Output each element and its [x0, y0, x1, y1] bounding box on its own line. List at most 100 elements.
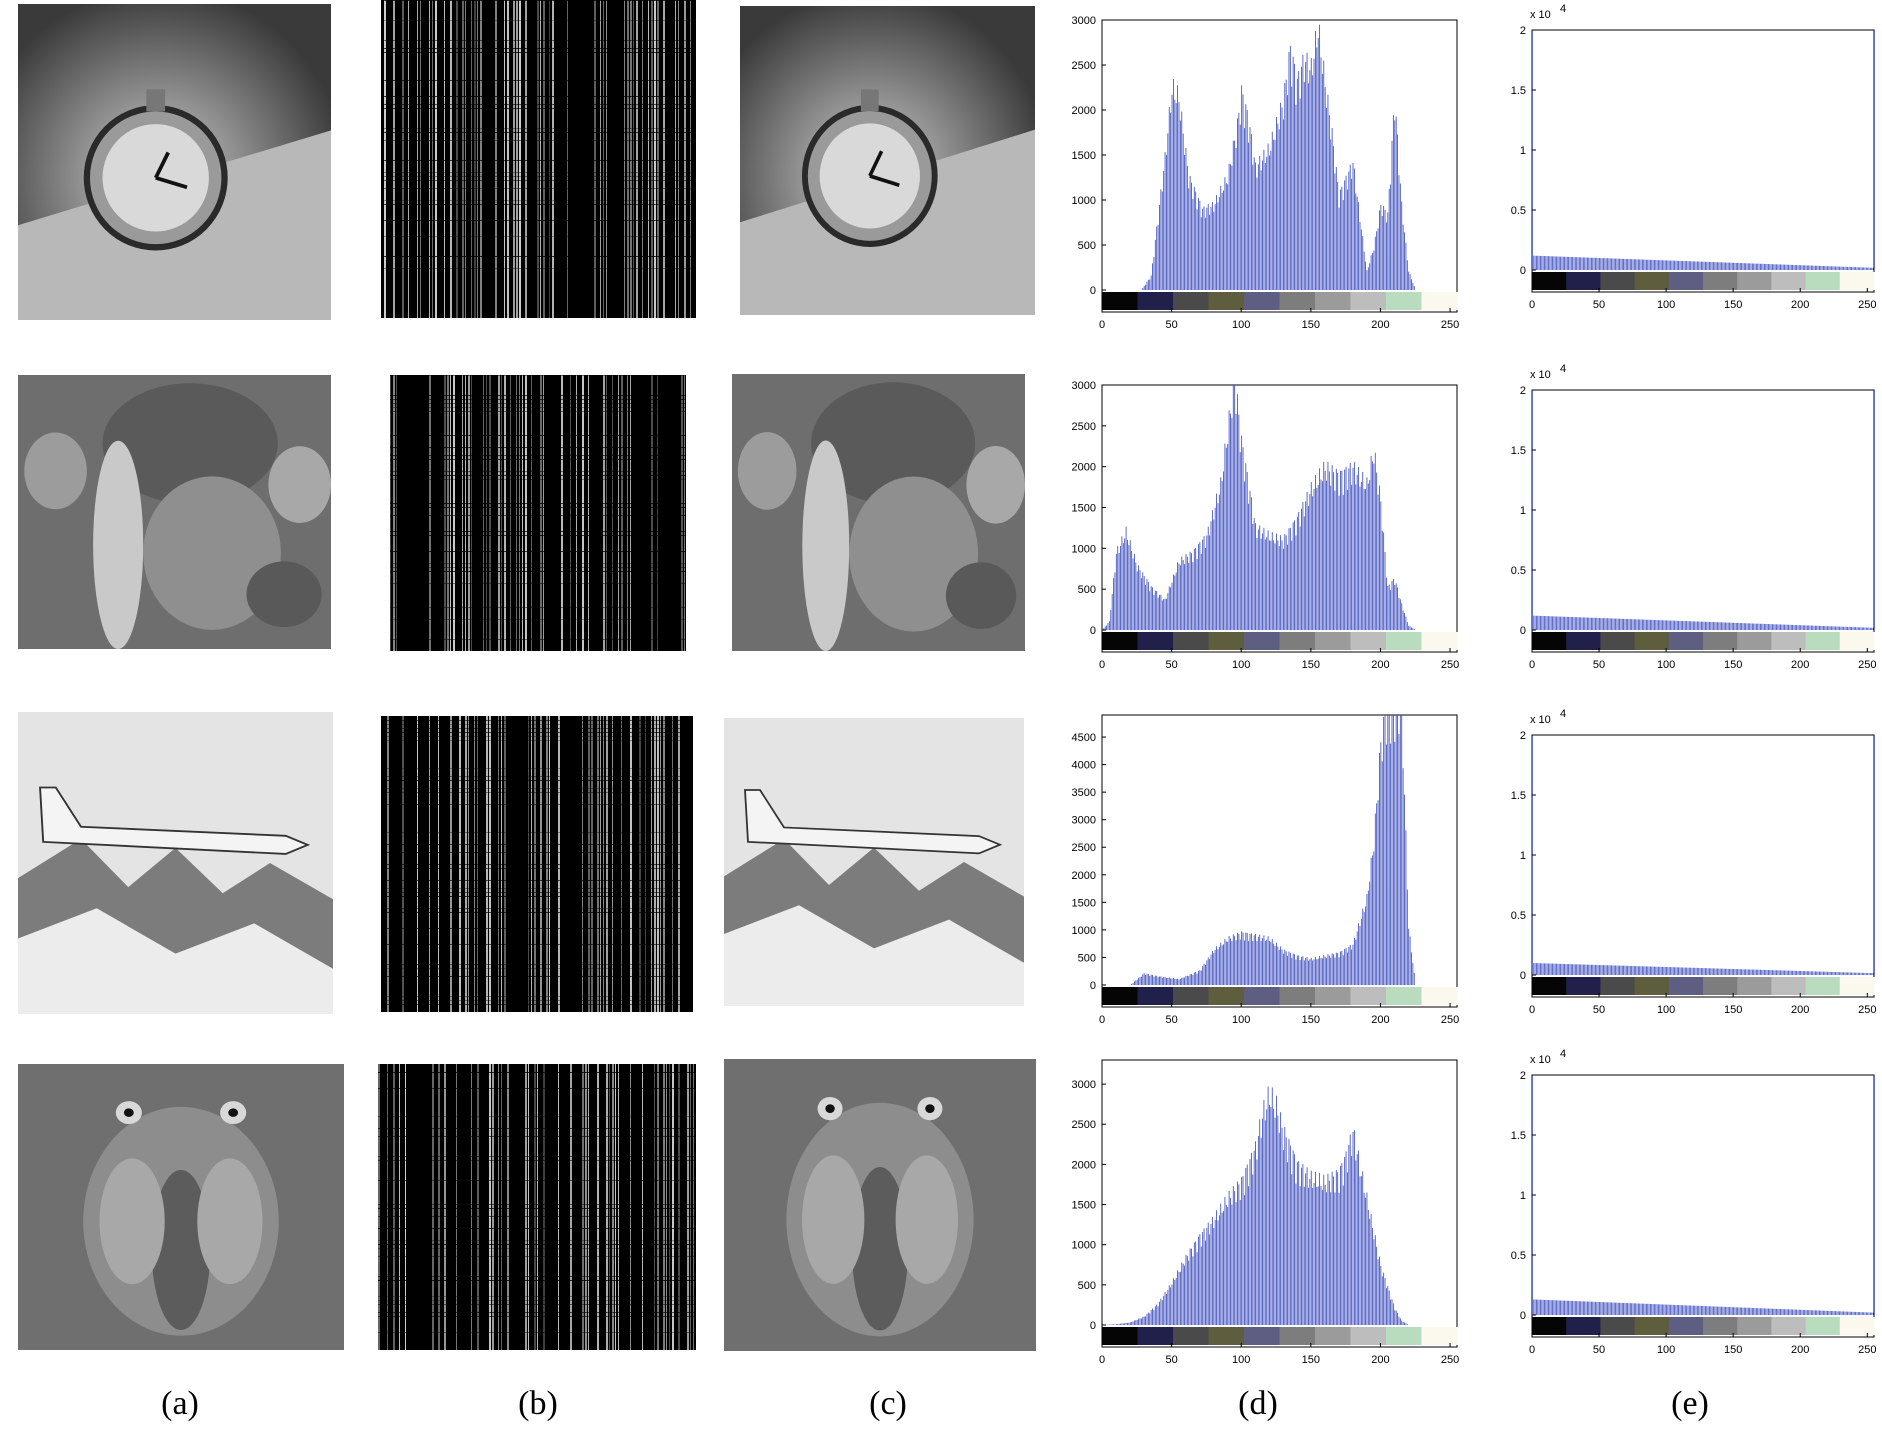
bar-106 — [1674, 260, 1675, 270]
colorbar-segment — [1279, 292, 1316, 310]
bar-25 — [1565, 1300, 1567, 1315]
bar-201 — [1381, 215, 1383, 290]
bar-178 — [1770, 970, 1772, 975]
bar-9 — [1544, 963, 1545, 975]
bar-117 — [1688, 621, 1690, 630]
bar-55 — [1178, 563, 1180, 630]
bar-251 — [1868, 973, 1870, 975]
bar-44 — [1163, 977, 1165, 985]
bar-139 — [1295, 1183, 1297, 1325]
bar-106 — [1249, 1159, 1251, 1325]
bar-104 — [1671, 1304, 1673, 1315]
bar-120 — [1269, 941, 1270, 985]
colorbar-segment — [1244, 1327, 1280, 1345]
bar-28 — [1569, 256, 1571, 270]
bar-221 — [1828, 626, 1830, 630]
bar-143 — [1723, 262, 1725, 270]
bar-140 — [1719, 968, 1721, 975]
bar-181 — [1353, 938, 1355, 985]
bar-57 — [1608, 965, 1610, 975]
bar-165 — [1753, 969, 1755, 975]
bar-247 — [1863, 627, 1865, 630]
bar-249 — [1865, 972, 1867, 975]
bar-62 — [1188, 563, 1190, 630]
bar-24 — [1564, 256, 1565, 270]
bar-120 — [1269, 155, 1270, 290]
bar-198 — [1797, 1309, 1799, 1315]
bar-30 — [1572, 617, 1574, 630]
bar-125 — [1276, 533, 1277, 630]
bar-103 — [1245, 932, 1247, 985]
bar-234 — [1845, 266, 1847, 270]
bar-149 — [1731, 262, 1733, 270]
bar-89 — [1225, 183, 1227, 290]
x-tick-label: 0 — [1529, 1004, 1535, 1016]
bar-38 — [1154, 590, 1156, 630]
colorbar-segment — [1668, 977, 1704, 995]
bar-99 — [1239, 124, 1241, 290]
bar-196 — [1374, 452, 1376, 630]
bar-160 — [1746, 623, 1748, 630]
bar-40 — [1157, 1306, 1159, 1325]
bar-160 — [1324, 87, 1326, 290]
bar-30 — [1572, 1300, 1574, 1315]
x-tick-label: 250 — [1441, 1354, 1459, 1366]
bar-118 — [1266, 1109, 1268, 1325]
bar-67 — [1195, 1241, 1197, 1325]
y-tick-label: 1000 — [1072, 543, 1096, 555]
bar-143 — [1723, 622, 1725, 630]
x-tick-label: 0 — [1099, 1014, 1105, 1026]
bar-193 — [1790, 624, 1792, 630]
bar-31 — [1573, 617, 1575, 630]
bar-91 — [1654, 259, 1655, 270]
bar-25 — [1136, 1320, 1138, 1325]
bar-106 — [1674, 1304, 1675, 1315]
bar-29 — [1142, 287, 1144, 290]
bar-71 — [1627, 1303, 1629, 1315]
colorbar-segment — [1532, 977, 1567, 995]
bar-154 — [1738, 622, 1740, 630]
histogram-bars — [1142, 24, 1415, 291]
bar-155 — [1739, 263, 1741, 270]
bar-186 — [1360, 1176, 1362, 1325]
bar-223 — [1831, 266, 1832, 270]
bar-10 — [1545, 256, 1547, 270]
bar-149 — [1731, 622, 1733, 630]
bar-168 — [1335, 1169, 1337, 1325]
x-tick-label: 250 — [1858, 1004, 1876, 1016]
bar-56 — [1607, 1302, 1608, 1315]
bar-61 — [1186, 975, 1188, 985]
bar-135 — [1289, 1145, 1291, 1325]
bar-56 — [1179, 1271, 1181, 1325]
bar-5 — [1538, 615, 1540, 630]
bar-51 — [1600, 965, 1602, 975]
bar-44 — [1591, 257, 1592, 270]
bar-64 — [1191, 182, 1192, 290]
bar-182 — [1776, 970, 1777, 975]
bar-178 — [1349, 462, 1351, 630]
bar-218 — [1405, 242, 1407, 290]
bar-68 — [1623, 258, 1624, 270]
bar-208 — [1810, 1310, 1812, 1315]
bar-118 — [1266, 939, 1268, 985]
x-tick-label: 150 — [1724, 299, 1742, 311]
bar-204 — [1386, 744, 1387, 985]
bar-173 — [1342, 494, 1344, 630]
bar-189 — [1365, 1197, 1366, 1325]
bar-203 — [1384, 1278, 1386, 1325]
bar-26 — [1138, 565, 1140, 630]
bar-118 — [1690, 1305, 1692, 1315]
colorbar-segment — [1532, 632, 1567, 650]
bar-91 — [1228, 410, 1230, 630]
bar-9 — [1114, 572, 1116, 630]
bar-252 — [1869, 627, 1871, 630]
bar-210 — [1394, 741, 1396, 985]
y-tick-label: 2 — [1520, 1070, 1526, 1082]
bar-142 — [1299, 526, 1301, 630]
encrypted-image-peppers — [390, 375, 686, 651]
bar-46 — [1593, 257, 1595, 270]
bar-70 — [1625, 618, 1627, 630]
bar-168 — [1757, 969, 1759, 975]
bar-87 — [1648, 259, 1650, 270]
bar-66 — [1193, 972, 1195, 985]
